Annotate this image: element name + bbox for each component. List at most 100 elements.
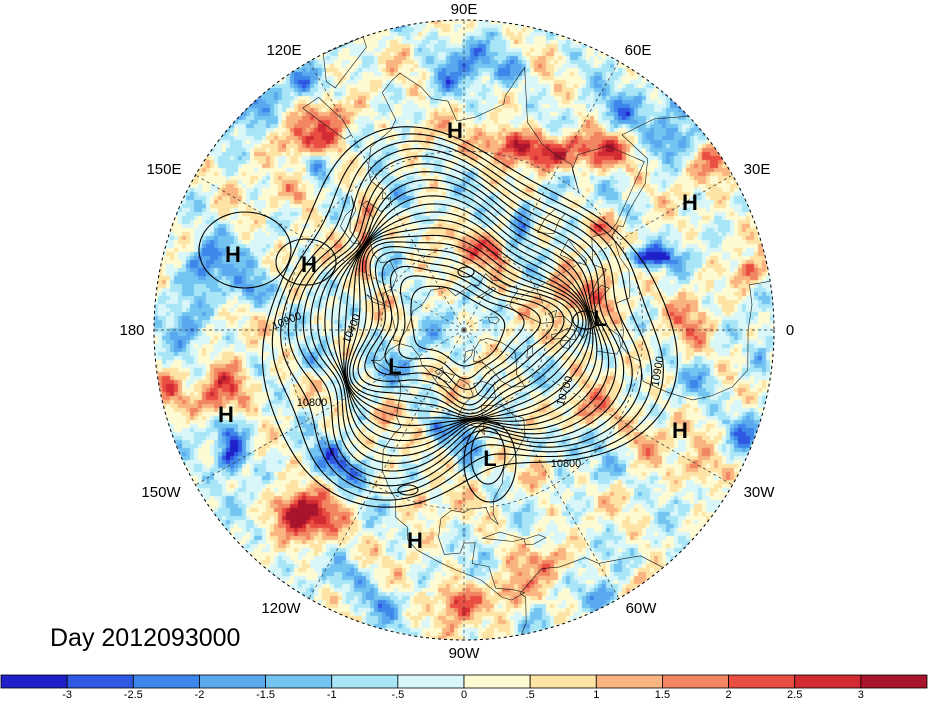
colorbar-swatch [662,674,729,689]
height-contour [343,211,591,426]
low-center-label: L [593,306,606,331]
coastline [611,114,774,401]
height-contour [410,285,506,367]
map-boundary [153,19,775,641]
coastline [559,238,587,266]
colorbar-swatch [529,674,597,689]
high-center-label: H [447,118,463,143]
colorbar-tick-label: 1 [593,689,599,701]
height-contour [384,265,541,390]
high-center-label: H [301,252,317,277]
coastline [473,337,526,388]
contour-label: 10900 [649,355,666,387]
height-contour [302,163,625,472]
longitude-label: 30W [744,484,776,501]
contour-label: 10700 [555,375,576,408]
coastline [302,97,352,140]
longitude-label: 180 [119,322,144,339]
height-contour [261,126,678,508]
coastline [559,339,571,349]
height-contours [261,126,678,508]
coastline [322,36,367,89]
colorbar-tick-label: -.5 [391,689,404,701]
height-contour [295,155,633,479]
closed-contour [463,421,517,503]
colorbar-swatch [397,674,465,689]
meridian-line [463,174,733,331]
colorbar-tick-label: 1.5 [655,689,670,701]
coastline [487,316,500,325]
height-contour [346,227,587,419]
coastline [550,327,577,341]
height-contour [349,234,584,417]
colorbar-swatch [860,674,928,689]
height-contour [357,246,573,411]
colorbar-tick-label: -2 [195,689,205,701]
height-contour [345,219,589,420]
meridian-line [308,329,465,599]
height-contour [317,179,610,457]
contour-label: 10900 [270,310,303,333]
contour-label: 10800 [551,458,582,470]
closed-contours [198,211,600,503]
longitude-label: 120W [261,600,301,617]
height-contour [398,275,525,380]
colorbar-swatch [794,674,862,689]
colorbar-swatch [132,674,200,689]
height-contour [287,147,643,487]
coastline [516,555,748,640]
coastline [523,534,547,545]
colorbar-tick-label: 2.5 [787,689,802,701]
colorbar-tick-label: -3 [62,689,72,701]
colorbar-swatch [0,674,68,689]
colorbar-swatch [199,674,266,689]
longitude-labels: 90E 60E 30E 0 30W 60W 90W 120W 150W 180 … [119,1,794,662]
colorbar-swatch [331,674,399,689]
low-center-label: L [388,354,401,379]
low-center-label: L [483,446,496,471]
closed-contour [457,266,475,278]
meridian-line [308,61,465,331]
meridian-line [463,61,620,331]
colorbar-swatch [728,674,796,689]
coastlines [302,36,774,640]
longitude-label: 0 [786,322,794,339]
colorbar-swatch [595,674,663,689]
coastline [476,286,497,298]
colorbar-swatch [265,674,333,689]
colorbar-tick-label: .5 [526,689,535,701]
colorbar: -3 -2.5 -2 -1.5 -1 -.5 0 .5 1 1.5 2 2.5 3 [0,674,928,701]
height-contour [310,171,617,464]
high-center-label: H [218,402,234,427]
meridian-line [195,174,465,331]
longitude-label: 30E [744,161,771,178]
colorbar-tick-label: 3 [858,689,864,701]
height-contour [280,140,653,494]
height-contour [352,241,579,415]
meridian-line [463,329,620,599]
coastline [437,371,455,384]
latitude-circle [284,150,644,510]
map-disk [154,20,774,640]
coastline [370,343,526,601]
high-center-label: H [682,190,698,215]
coastline [434,367,445,376]
height-contour [324,187,603,449]
closed-contour [397,484,419,496]
colorbar-tick-label: -2.5 [124,689,143,701]
closed-contour [470,427,506,485]
colorbar-tick-label: -1 [327,689,337,701]
map-title: Day 2012093000 [50,624,240,652]
longitude-label: 90E [451,1,478,18]
colorbar-swatch [66,674,134,689]
longitude-label: 150E [146,161,181,178]
meridian-line [463,329,733,486]
coastline [463,349,474,364]
closed-contour [198,211,292,289]
colorbar-tick-label: 0 [461,689,467,701]
high-center-label: H [407,528,423,553]
height-contour [373,257,555,399]
coastline [340,195,364,256]
